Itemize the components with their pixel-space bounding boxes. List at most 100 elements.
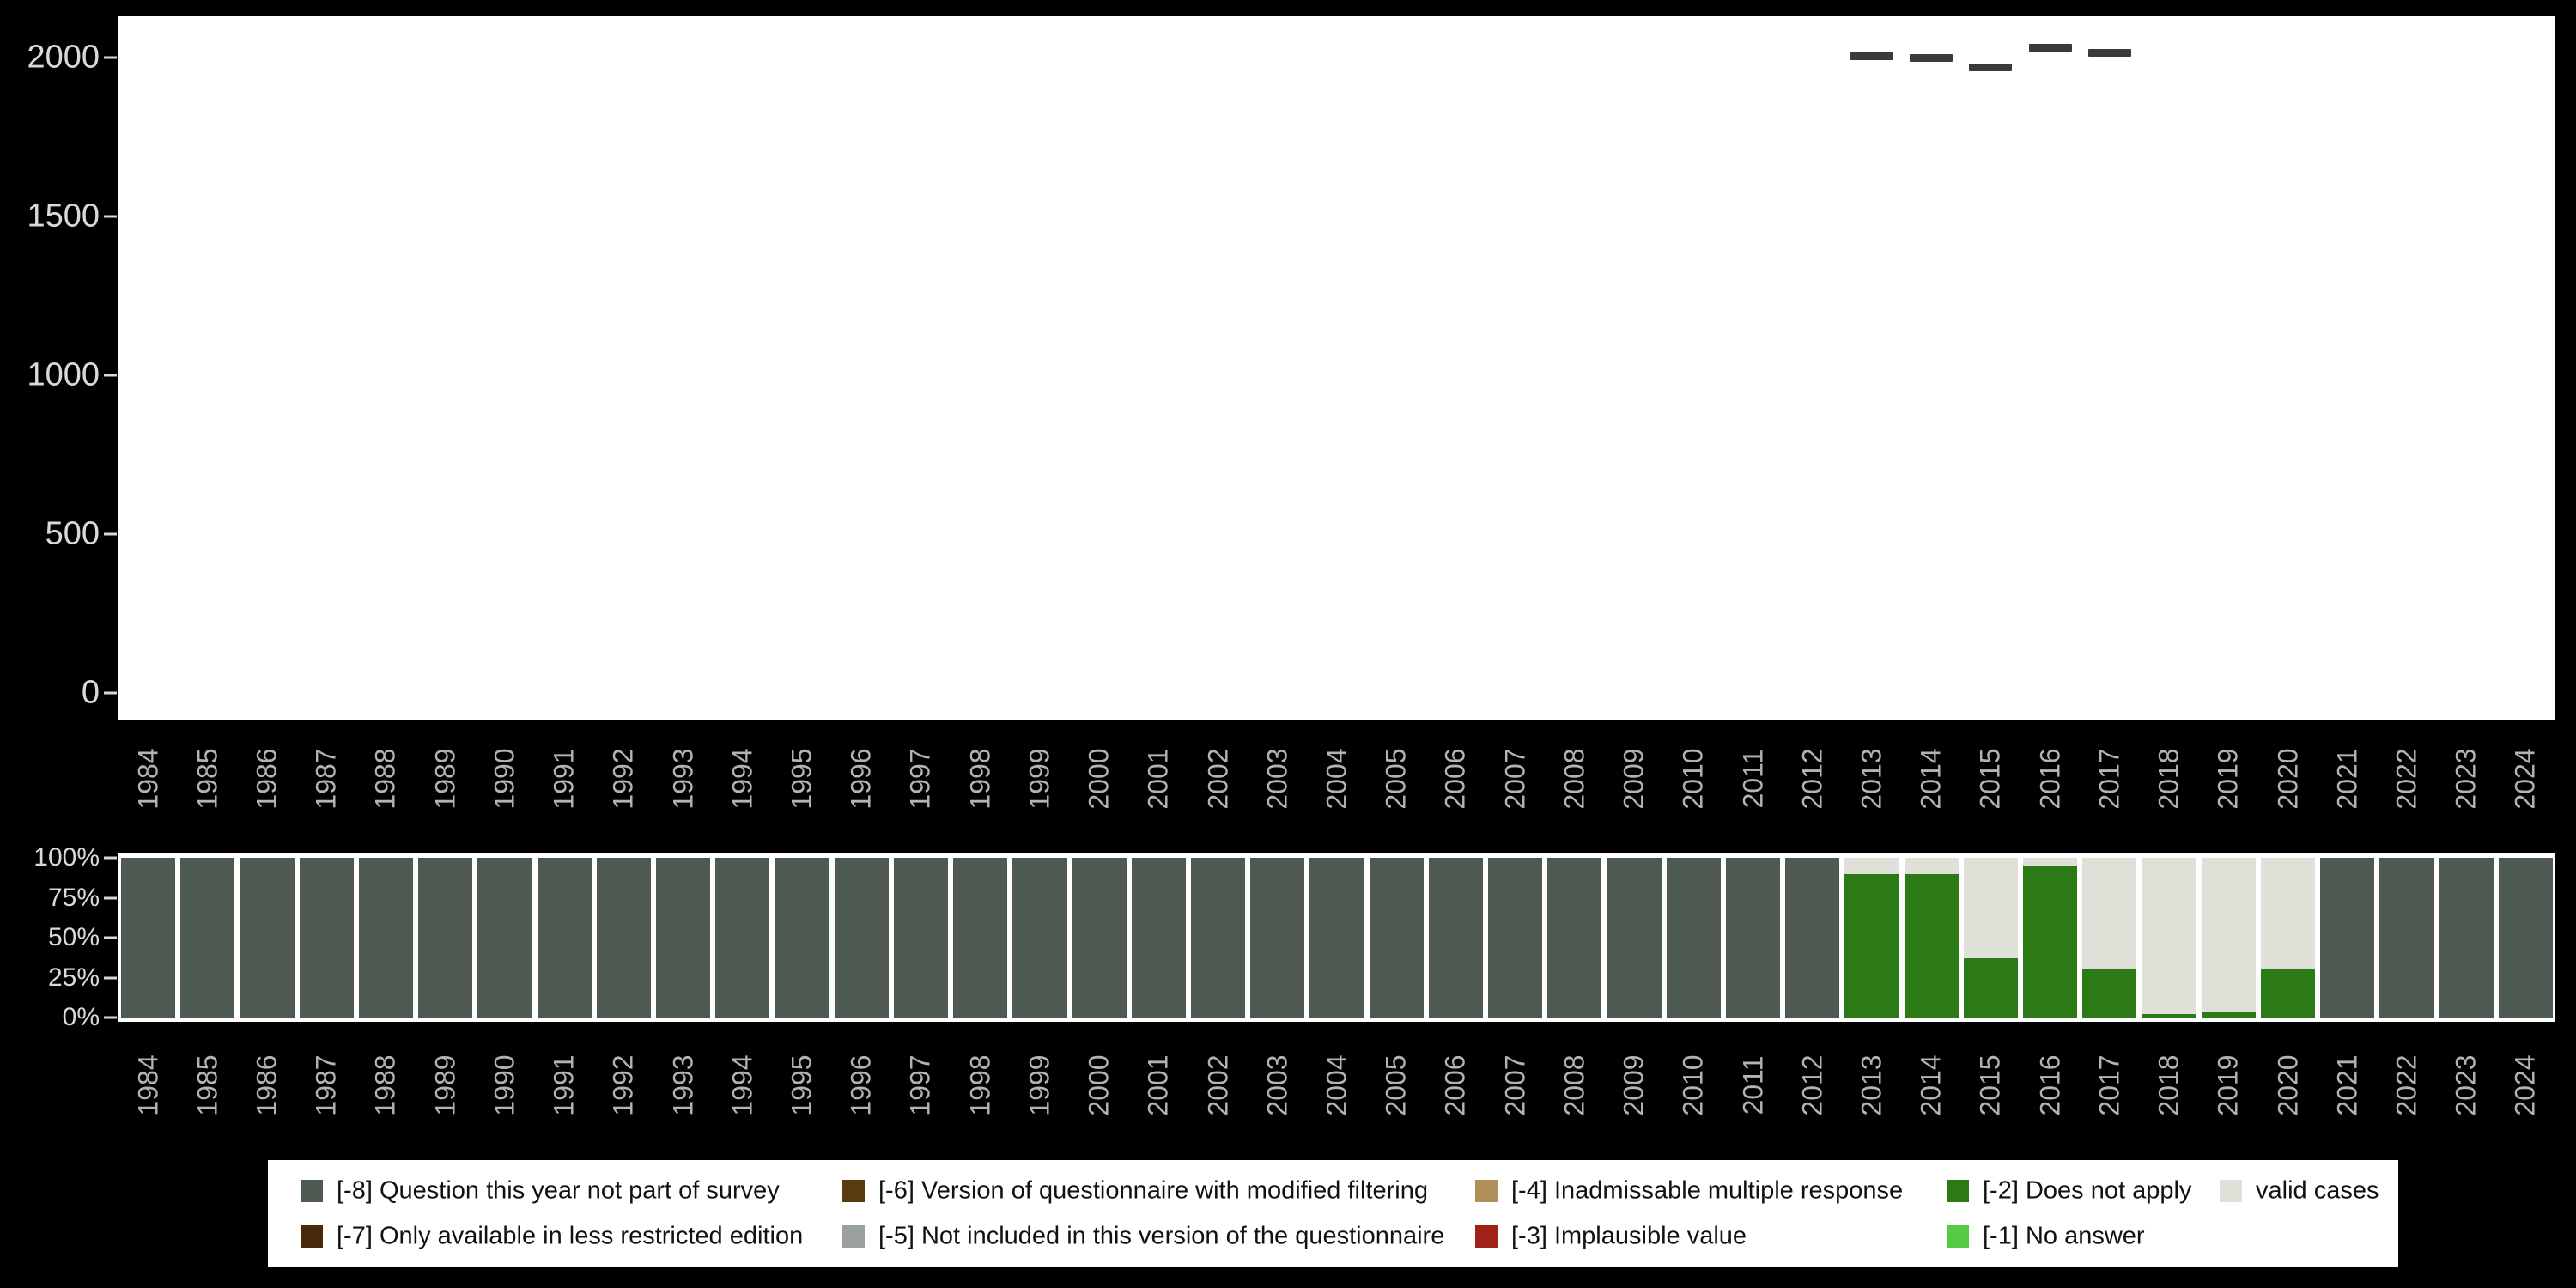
- bar-segment-m8-1984: [121, 858, 176, 1018]
- bar-segment-m2-2017: [2082, 969, 2137, 1018]
- stacked-bar-1987: [299, 858, 354, 1018]
- percent-chart-panel: [118, 853, 2555, 1022]
- x-tick-label-1997-top: 1997: [904, 748, 936, 810]
- x-tick-label-2020-top: 2020: [2272, 748, 2303, 810]
- stacked-bar-1999: [1012, 858, 1067, 1018]
- x-tick-label-2009-bottom: 2009: [1618, 1054, 1649, 1116]
- y-tick-mark: [104, 896, 117, 899]
- x-tick-label-2001-top: 2001: [1142, 748, 1174, 810]
- y-tick-mark: [104, 691, 117, 695]
- legend-swatch-m5: [842, 1225, 865, 1248]
- legend-label-m6: [-6] Version of questionnaire with modif…: [878, 1176, 1428, 1205]
- x-tick-label-2017-top: 2017: [2093, 748, 2125, 810]
- x-tick-label-1988-top: 1988: [369, 748, 401, 810]
- x-tick-label-2009-top: 2009: [1618, 748, 1649, 810]
- y-tick-label-25%: 25%: [47, 963, 100, 992]
- stacked-bar-2004: [1309, 858, 1364, 1018]
- bar-segment-m8-1985: [180, 858, 235, 1018]
- y-tick-mark: [104, 532, 117, 536]
- legend-label-m1: [-1] No answer: [1983, 1222, 2145, 1250]
- bar-segment-valid-2017: [2082, 858, 2137, 970]
- x-tick-label-1996-bottom: 1996: [845, 1054, 877, 1116]
- stacked-bar-2000: [1072, 858, 1127, 1018]
- x-tick-label-2008-bottom: 2008: [1558, 1054, 1590, 1116]
- bar-segment-m2-2018: [2142, 1014, 2196, 1018]
- stacked-bar-1995: [775, 858, 829, 1018]
- y-tick-mark: [104, 374, 117, 377]
- bar-segment-m8-2007: [1488, 858, 1543, 1018]
- x-tick-label-2018-bottom: 2018: [2153, 1054, 2184, 1116]
- stacked-bar-2020: [2260, 858, 2316, 1018]
- x-tick-label-2022-bottom: 2022: [2391, 1054, 2422, 1116]
- stacked-bar-1994: [715, 858, 770, 1018]
- x-tick-label-2018-top: 2018: [2153, 748, 2184, 810]
- legend-swatch-valid: [2220, 1180, 2242, 1202]
- bar-segment-m8-1997: [893, 858, 949, 1018]
- y-tick-label-1500: 1500: [27, 197, 100, 234]
- x-tick-label-1988-bottom: 1988: [369, 1054, 401, 1116]
- y-tick-mark: [104, 976, 117, 979]
- bar-segment-m8-2024: [2498, 858, 2553, 1018]
- x-tick-label-1994-bottom: 1994: [726, 1054, 758, 1116]
- stacked-bar-2016: [2023, 858, 2078, 1018]
- legend-swatch-m2: [1947, 1180, 1969, 1202]
- stacked-bar-2017: [2082, 858, 2137, 1018]
- legend: [-8] Question this year not part of surv…: [268, 1160, 2398, 1267]
- bar-segment-m2-2014: [1904, 873, 1959, 1018]
- stacked-bar-2010: [1666, 858, 1721, 1018]
- y-tick-mark: [104, 215, 117, 218]
- stacked-bar-1992: [596, 858, 651, 1018]
- y-tick-label-2000: 2000: [27, 39, 100, 76]
- bar-segment-m8-1988: [358, 858, 414, 1018]
- bar-segment-m8-2000: [1072, 858, 1127, 1018]
- x-tick-label-2013-top: 2013: [1856, 748, 1887, 810]
- x-tick-label-1995-bottom: 1995: [786, 1054, 817, 1116]
- bar-segment-valid-2019: [2201, 858, 2256, 1013]
- stacked-bar-2008: [1547, 858, 1602, 1018]
- stacked-bar-1998: [953, 858, 1008, 1018]
- y-tick-label-0%: 0%: [62, 1003, 100, 1031]
- stacked-bar-2003: [1250, 858, 1305, 1018]
- x-tick-label-2016-bottom: 2016: [2034, 1054, 2066, 1116]
- bar-segment-m8-1998: [953, 858, 1008, 1018]
- x-tick-label-2023-top: 2023: [2450, 748, 2482, 810]
- legend-label-m3: [-3] Implausible value: [1511, 1222, 1747, 1250]
- stacked-bar-1997: [893, 858, 949, 1018]
- stacked-bar-2006: [1428, 858, 1484, 1018]
- x-tick-label-2007-bottom: 2007: [1499, 1054, 1531, 1116]
- stacked-bar-1989: [418, 858, 473, 1018]
- stacked-bar-2012: [1785, 858, 1840, 1018]
- stacked-bar-1988: [358, 858, 414, 1018]
- legend-label-m4: [-4] Inadmissable multiple response: [1511, 1176, 1904, 1205]
- bar-segment-m8-2021: [2320, 858, 2375, 1018]
- x-tick-label-2020-bottom: 2020: [2272, 1054, 2303, 1116]
- stacked-bar-1990: [477, 858, 532, 1018]
- stacked-bar-2005: [1369, 858, 1424, 1018]
- cases-chart-panel: [118, 16, 2555, 720]
- x-tick-label-1987-bottom: 1987: [310, 1054, 342, 1116]
- bar-segment-valid-2016: [2023, 858, 2078, 866]
- x-tick-label-2012-bottom: 2012: [1796, 1054, 1828, 1116]
- bar-segment-m8-1993: [655, 858, 711, 1018]
- y-tick-mark: [104, 1016, 117, 1019]
- y-tick-label-75%: 75%: [47, 883, 100, 912]
- stacked-bar-2015: [1963, 858, 2019, 1018]
- x-tick-label-1998-top: 1998: [964, 748, 996, 810]
- stacked-bar-1985: [180, 858, 235, 1018]
- x-tick-label-1984-top: 1984: [132, 748, 164, 810]
- y-tick-mark: [104, 856, 117, 860]
- bar-segment-m8-2010: [1666, 858, 1721, 1018]
- count-dash-2013: [1850, 52, 1893, 60]
- x-tick-label-2000-bottom: 2000: [1083, 1054, 1115, 1116]
- x-tick-label-1991-bottom: 1991: [548, 1054, 580, 1116]
- x-tick-label-2012-top: 2012: [1796, 748, 1828, 810]
- legend-swatch-m7: [301, 1225, 323, 1248]
- stacked-bar-2001: [1131, 858, 1186, 1018]
- bar-segment-m8-2022: [2379, 858, 2434, 1018]
- bar-segment-m8-1987: [299, 858, 354, 1018]
- x-tick-label-1989-bottom: 1989: [429, 1054, 461, 1116]
- legend-swatch-m6: [842, 1180, 865, 1202]
- bar-segment-m8-2012: [1785, 858, 1840, 1018]
- count-dash-2014: [1910, 53, 1953, 62]
